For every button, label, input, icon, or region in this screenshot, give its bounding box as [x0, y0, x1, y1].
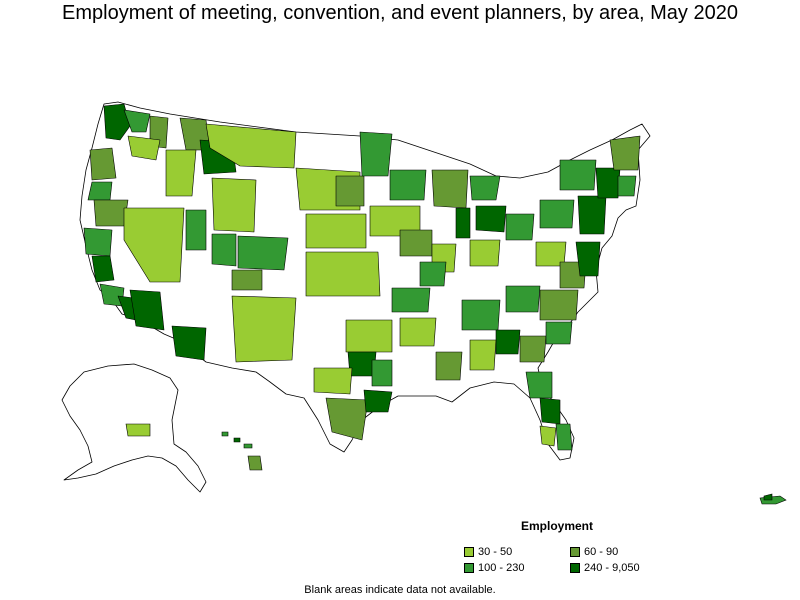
map-region: [555, 423, 573, 451]
map-region: [211, 233, 237, 267]
map-region: [495, 329, 521, 355]
map-region: [469, 239, 501, 267]
legend-item: 60 - 90: [570, 546, 618, 558]
map-region: [171, 325, 207, 361]
map-region: [359, 131, 393, 177]
map-region: [469, 339, 497, 371]
map-region: [609, 135, 641, 171]
map-region: [325, 397, 369, 441]
map-region: [505, 213, 535, 241]
map-title: Employment of meeting, convention, and e…: [62, 2, 738, 24]
legend-label: 240 - 9,050: [584, 562, 640, 574]
map-regions: [83, 103, 641, 451]
map-region: [363, 389, 393, 413]
map-region: [519, 335, 547, 363]
map-region: [539, 289, 579, 321]
map-region: [539, 425, 557, 447]
hawaii-island: [247, 455, 263, 471]
map-region: [103, 103, 131, 141]
map-region: [123, 207, 185, 283]
map-region: [539, 199, 575, 229]
legend-item: 30 - 50: [464, 546, 512, 558]
map-region: [505, 285, 541, 313]
legend-item: 100 - 230: [464, 562, 524, 574]
map-region: [125, 423, 151, 437]
map-region: [455, 207, 471, 239]
map-region: [127, 135, 161, 161]
legend-label: 100 - 230: [478, 562, 525, 574]
legend-title: Employment: [521, 519, 594, 533]
map-region: [577, 195, 607, 235]
map-region: [525, 371, 553, 399]
map-region: [617, 175, 637, 197]
map-region: [237, 235, 289, 271]
map-region: [231, 269, 263, 291]
map-region: [129, 289, 165, 331]
map-region: [435, 351, 463, 381]
map-region: [475, 205, 507, 233]
map-region: [389, 169, 427, 201]
map-region: [89, 147, 117, 181]
map-region: [539, 397, 561, 425]
legend-swatch: [464, 563, 474, 573]
legend-label: 60 - 90: [584, 546, 619, 558]
map-region: [305, 251, 381, 297]
map-region: [211, 177, 257, 233]
map-region: [87, 181, 113, 201]
alaska-regions: [125, 423, 151, 437]
hawaii: [221, 431, 263, 471]
map-region: [313, 367, 353, 395]
hawaii-island: [243, 443, 253, 449]
map-region: [371, 359, 393, 387]
hawaii-island: [233, 437, 241, 443]
puerto-rico-region: [763, 493, 773, 501]
map-region: [83, 227, 113, 257]
hawaii-island: [221, 431, 229, 437]
map-region: [345, 319, 393, 353]
map-region: [165, 149, 197, 197]
map-region: [575, 241, 601, 277]
map-region: [205, 123, 297, 169]
map-region: [123, 109, 151, 133]
map-region: [305, 213, 367, 249]
map-region: [391, 287, 431, 313]
map-region: [335, 175, 365, 207]
legend-swatch: [570, 547, 580, 557]
map-region: [399, 229, 433, 257]
puerto-rico: [759, 493, 787, 505]
legend-swatch: [464, 547, 474, 557]
map-region: [231, 295, 297, 363]
legend-swatch: [570, 563, 580, 573]
map-region: [185, 209, 207, 251]
map-region: [399, 317, 437, 347]
legend-label: 30 - 50: [478, 546, 513, 558]
map-region: [469, 175, 501, 201]
map-region: [419, 261, 447, 287]
map-region: [545, 321, 573, 345]
legend-item: 240 - 9,050: [570, 562, 640, 574]
map-region: [461, 299, 501, 331]
map-region: [93, 199, 129, 227]
map-region: [91, 255, 115, 283]
map-region: [595, 167, 621, 199]
footnote: Blank areas indicate data not available.: [304, 584, 496, 596]
map-region: [431, 169, 469, 209]
map-region: [559, 159, 597, 191]
